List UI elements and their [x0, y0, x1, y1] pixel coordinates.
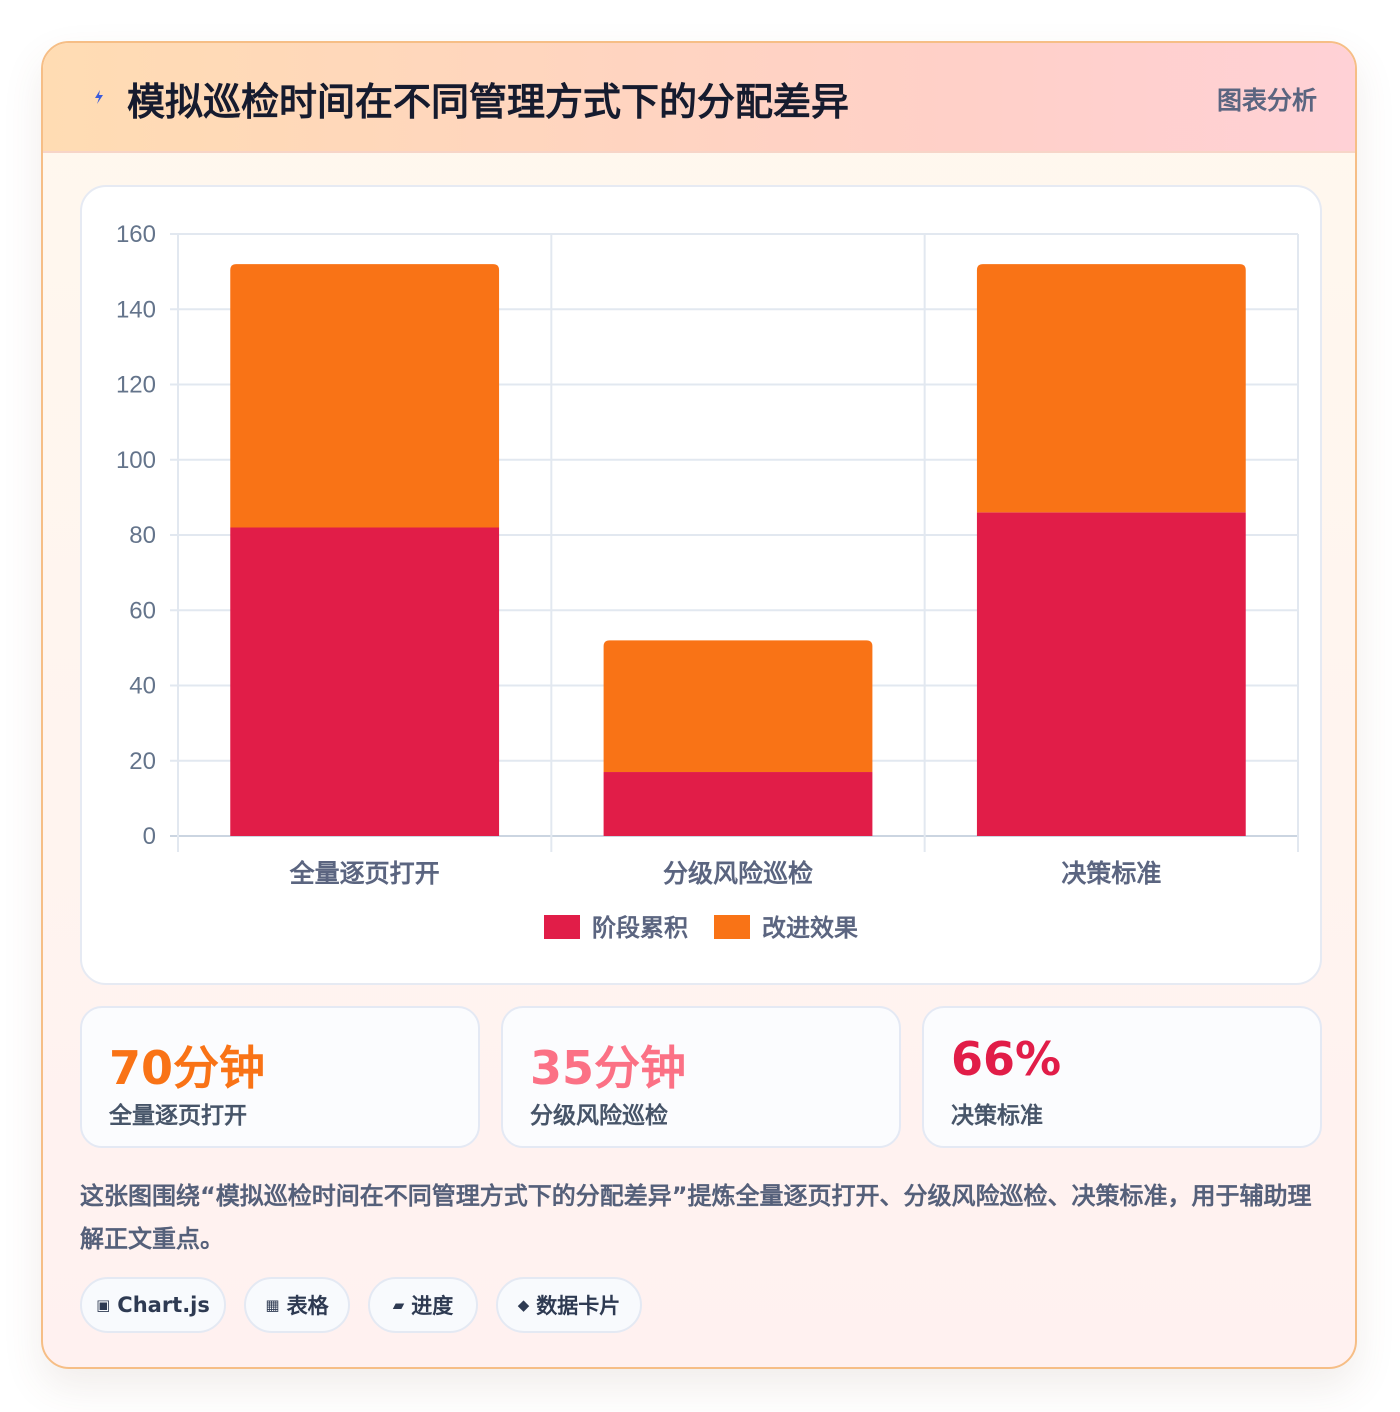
- chart-caption: 这张图围绕“模拟巡检时间在不同管理方式下的分配差异”提炼全量逐页打开、分级风险巡…: [80, 1182, 1312, 1253]
- stacked-bar-chart: 0 20 40 60 80 100 120 140 160 全量逐页打开 分级风险巡检 决策标准阶段累…: [116, 221, 1299, 942]
- stat-label: 全量逐页打开: [109, 1103, 247, 1129]
- y-tick-label: 140: [116, 296, 156, 323]
- chart-panel: 0 20 40 60 80 100 120 140 160 全量逐页打开 分级风险巡检 决策标准阶段累…: [80, 185, 1322, 985]
- bar-segment: [976, 264, 1246, 513]
- card-header: 模拟巡检时间在不同管理方式下的分配差异 图表分析: [43, 43, 1355, 153]
- lightning-icon: [95, 90, 103, 104]
- stat-card-decision-standard: 66% 决策标准: [922, 1006, 1322, 1148]
- chip-label: 表格: [286, 1294, 329, 1318]
- y-tick-label: 100: [116, 447, 156, 474]
- y-tick-label: 60: [129, 597, 156, 624]
- stat-label: 分级风险巡检: [530, 1103, 668, 1129]
- chip-chartjs[interactable]: ▣ Chart.js: [80, 1277, 226, 1333]
- bar-segment: [603, 640, 873, 773]
- table-icon: ▦: [265, 1296, 280, 1314]
- legend-swatch: [714, 915, 750, 939]
- bar-segment: [230, 264, 500, 528]
- chip-data-card[interactable]: ◆ 数据卡片: [496, 1277, 642, 1333]
- bar-segment: [603, 772, 873, 836]
- stat-value: 66%: [951, 1032, 1062, 1086]
- legend-swatch: [544, 915, 580, 939]
- progress-icon: ▰: [392, 1296, 405, 1314]
- chip-label: 进度: [411, 1294, 454, 1318]
- chart-analysis-tag: 图表分析: [1216, 86, 1317, 115]
- stat-value: 70分钟: [109, 1041, 266, 1095]
- bar-segment: [230, 527, 500, 836]
- bar-segment: [976, 512, 1246, 836]
- stat-label: 决策标准: [951, 1103, 1043, 1129]
- y-tick-label: 160: [116, 221, 156, 248]
- legend-label: 阶段累积: [592, 914, 688, 942]
- y-tick-label: 20: [129, 748, 156, 775]
- stat-card-tiered-inspection: 35分钟 分级风险巡检: [501, 1006, 901, 1148]
- chip-table[interactable]: ▦ 表格: [244, 1277, 350, 1333]
- diamond-icon: ◆: [517, 1296, 530, 1314]
- stat-card-full-scan: 70分钟 全量逐页打开: [80, 1006, 480, 1148]
- chart-card: 模拟巡检时间在不同管理方式下的分配差异 图表分析 0 20 40 60 80 100 120…: [41, 41, 1357, 1369]
- y-tick-label: 40: [129, 673, 156, 700]
- chip-label: Chart.js: [117, 1293, 210, 1317]
- page-title: 模拟巡检时间在不同管理方式下的分配差异: [127, 80, 850, 124]
- x-tick-label: 全量逐页打开: [289, 859, 440, 888]
- chip-label: 数据卡片: [536, 1294, 621, 1318]
- y-tick-label: 80: [129, 522, 156, 549]
- y-tick-label: 120: [116, 372, 156, 399]
- x-tick-label: 决策标准: [1061, 859, 1161, 888]
- chart-icon: ▣: [96, 1296, 111, 1314]
- stat-value: 35分钟: [530, 1041, 687, 1095]
- x-tick-label: 分级风险巡检: [663, 859, 813, 888]
- chip-progress[interactable]: ▰ 进度: [368, 1277, 478, 1333]
- y-tick-label: 0: [143, 823, 156, 850]
- legend-label: 改进效果: [762, 914, 858, 942]
